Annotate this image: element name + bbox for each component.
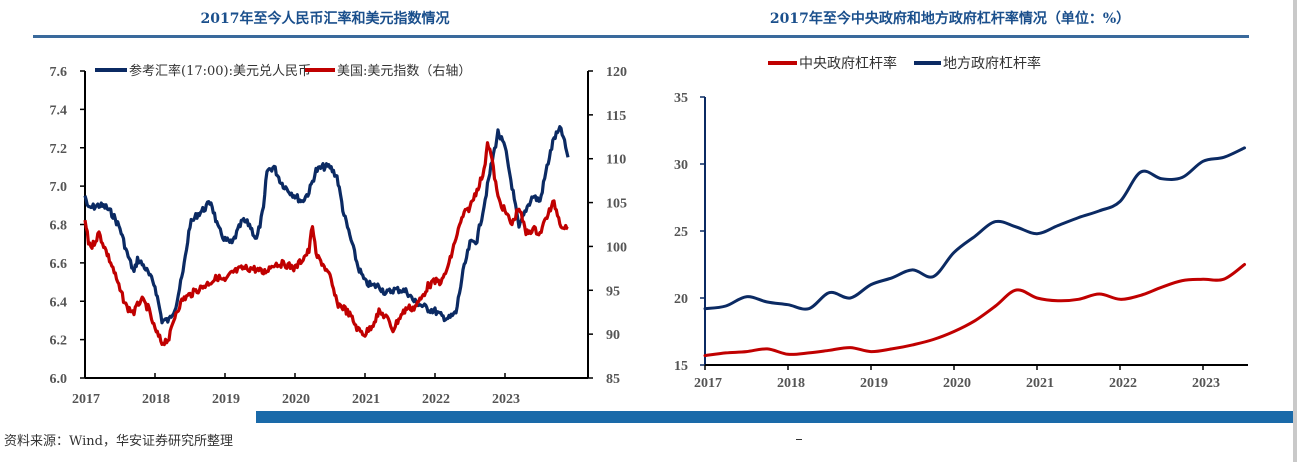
right-chart-y-tick-label: 15 (674, 359, 688, 374)
legend-item-dxy: 美国:美元指数（右轴） (305, 64, 471, 79)
right-y2-tick-label: 85 (606, 372, 620, 387)
left-x-tick-label: 2019 (212, 392, 240, 407)
left-y-tick-label: 6.8 (50, 219, 68, 234)
right-chart-y-tick-label: 30 (674, 158, 688, 173)
right-y2-tick-label: 105 (606, 197, 627, 212)
left-x-tick-label: 2017 (72, 392, 100, 407)
right-y2-tick-label: 95 (606, 284, 620, 299)
right-series-group (703, 146, 1246, 358)
left-y-tick-label: 7.4 (50, 103, 68, 118)
left-x-ticks: 2017 2018 2019 2020 2021 2022 2023 (72, 373, 520, 407)
left-x-tick-label: 2018 (142, 392, 170, 407)
right-chart-x-tick-label: 2022 (1109, 376, 1137, 391)
legend-item-local: 地方政府杠杆率 (914, 55, 1041, 72)
left-chart-title: 2017年至今人民币汇率和美元指数情况 (200, 11, 450, 27)
right-y2-tick-label: 90 (606, 328, 620, 343)
left-series-group (83, 125, 570, 347)
series-line-local-leverage (703, 146, 1246, 311)
left-legend: 参考汇率(17:00):美元兑人民币 美国:美元指数（右轴） (95, 63, 471, 79)
legend-item-central: 中央政府杠杆率 (768, 55, 897, 72)
stray-mark (796, 439, 802, 440)
source-note: 资料来源：Wind，华安证券研究所整理 (4, 434, 233, 449)
legend-label-usdcny: 参考汇率(17:00):美元兑人民币 (129, 63, 311, 79)
right-chart-title: 2017年至今中央政府和地方政府杠杆率情况（单位：%） (769, 11, 1131, 27)
legend-label-dxy: 美国:美元指数（右轴） (337, 64, 471, 79)
right-y2-tick-label: 115 (606, 109, 626, 124)
legend-label-local: 地方政府杠杆率 (943, 55, 1041, 72)
left-y-tick-label: 6.0 (50, 372, 68, 387)
left-y-ticks: 6.0 6.2 6.4 6.6 6.8 7.0 7.2 7.4 7.6 (50, 65, 85, 387)
right-y2-tick-label: 120 (606, 65, 627, 80)
right-chart-y-tick-label: 25 (674, 225, 688, 240)
right-legend: 中央政府杠杆率 地方政府杠杆率 (768, 55, 1041, 72)
page-right-border (1293, 0, 1297, 462)
series-line-dxy (83, 141, 569, 347)
right-title-rule (650, 35, 1249, 38)
right-chart-y-tick-label: 35 (674, 91, 688, 106)
right-chart-x-tick-label: 2018 (777, 376, 805, 391)
left-y-tick-label: 6.6 (50, 257, 68, 272)
right-chart-y-ticks: 15 20 25 30 35 (674, 91, 705, 374)
right-chart-axes (704, 97, 1248, 366)
right-chart-x-tick-label: 2023 (1192, 376, 1220, 391)
right-chart-x-tick-label: 2020 (943, 376, 971, 391)
series-line-central-leverage (703, 263, 1246, 358)
left-y-tick-label: 7.0 (50, 180, 68, 195)
right-chart-y-tick-label: 20 (674, 292, 688, 307)
right-chart-x-tick-label: 2019 (860, 376, 888, 391)
right-chart-x-tick-label: 2021 (1026, 376, 1054, 391)
left-y-tick-label: 6.2 (50, 334, 68, 349)
left-y-tick-label: 7.6 (50, 65, 68, 80)
left-title-rule (33, 35, 650, 38)
left-x-tick-label: 2020 (282, 392, 310, 407)
legend-label-central: 中央政府杠杆率 (799, 55, 897, 72)
left-y2-ticks: 85 90 95 100 105 110 115 120 (588, 65, 627, 387)
left-x-tick-label: 2023 (492, 392, 520, 407)
right-chart-x-tick-label: 2017 (694, 376, 722, 391)
left-y-tick-label: 6.4 (50, 295, 68, 310)
right-y2-tick-label: 110 (606, 153, 626, 168)
footer-accent-bar (256, 411, 1297, 423)
legend-item-usdcny: 参考汇率(17:00):美元兑人民币 (95, 63, 311, 79)
left-y-tick-label: 7.2 (50, 142, 68, 157)
series-line-usdcny (83, 125, 570, 325)
right-chart-x-ticks: 2017 2018 2019 2020 2021 2022 2023 (694, 365, 1220, 391)
left-x-tick-label: 2022 (422, 392, 450, 407)
right-y2-tick-label: 100 (606, 240, 627, 255)
left-x-tick-label: 2021 (352, 392, 380, 407)
